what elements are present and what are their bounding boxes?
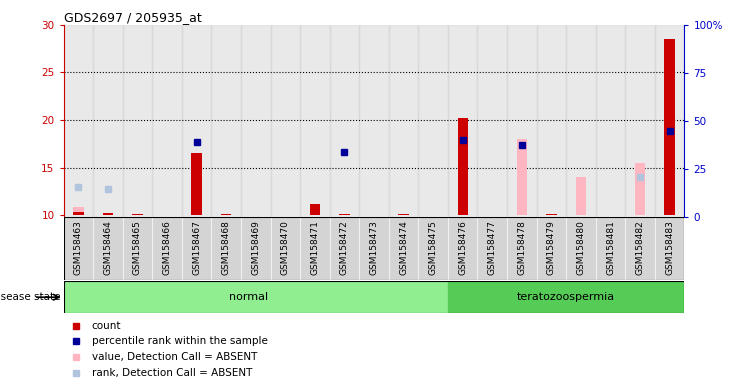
Bar	[212, 25, 241, 217]
Bar	[300, 25, 330, 217]
Bar	[389, 217, 418, 280]
FancyBboxPatch shape	[448, 281, 684, 313]
Text: GSM158466: GSM158466	[162, 220, 171, 275]
Bar	[536, 25, 566, 217]
Bar	[64, 25, 94, 217]
Bar	[212, 217, 241, 280]
Text: disease state: disease state	[0, 292, 64, 302]
Bar	[418, 25, 448, 217]
Text: percentile rank within the sample: percentile rank within the sample	[91, 336, 267, 346]
Text: normal: normal	[229, 292, 268, 302]
Text: GSM158472: GSM158472	[340, 220, 349, 275]
Bar	[300, 217, 330, 280]
Bar	[448, 25, 477, 217]
Bar	[418, 217, 448, 280]
Bar	[448, 217, 477, 280]
Bar	[153, 217, 182, 280]
Bar	[458, 118, 468, 215]
Bar	[359, 217, 389, 280]
Bar	[566, 217, 595, 280]
Bar	[576, 177, 586, 215]
Bar	[241, 217, 271, 280]
Bar	[507, 217, 536, 280]
Bar	[271, 25, 300, 217]
Bar	[94, 25, 123, 217]
Bar	[191, 153, 202, 215]
Bar	[310, 204, 320, 215]
Text: rank, Detection Call = ABSENT: rank, Detection Call = ABSENT	[91, 367, 252, 377]
Bar	[389, 25, 418, 217]
Bar	[94, 217, 123, 280]
Text: count: count	[91, 321, 121, 331]
Text: GSM158467: GSM158467	[192, 220, 201, 275]
Text: GDS2697 / 205935_at: GDS2697 / 205935_at	[64, 11, 201, 24]
Text: GSM158475: GSM158475	[429, 220, 438, 275]
Text: GSM158469: GSM158469	[251, 220, 260, 275]
Bar	[566, 25, 595, 217]
Bar	[546, 214, 557, 215]
Bar	[330, 25, 359, 217]
Bar	[64, 217, 94, 280]
Bar	[477, 217, 507, 280]
Bar	[241, 25, 271, 217]
Bar	[625, 217, 654, 280]
Text: GSM158476: GSM158476	[459, 220, 468, 275]
Text: GSM158482: GSM158482	[636, 220, 645, 275]
Text: GSM158478: GSM158478	[518, 220, 527, 275]
Bar	[153, 25, 182, 217]
Bar	[517, 139, 527, 215]
Text: GSM158464: GSM158464	[103, 220, 112, 275]
Bar	[102, 213, 113, 215]
Bar	[123, 25, 153, 217]
Text: teratozoospermia: teratozoospermia	[517, 292, 615, 302]
Bar	[359, 25, 389, 217]
Bar	[635, 163, 646, 215]
Bar	[654, 217, 684, 280]
Bar	[595, 25, 625, 217]
Bar	[271, 217, 300, 280]
Text: GSM158480: GSM158480	[577, 220, 586, 275]
Bar	[399, 214, 408, 215]
Bar	[221, 214, 231, 215]
Text: GSM158465: GSM158465	[133, 220, 142, 275]
Text: GSM158481: GSM158481	[606, 220, 615, 275]
Bar	[182, 217, 212, 280]
Bar	[654, 25, 684, 217]
Text: GSM158479: GSM158479	[547, 220, 556, 275]
Text: value, Detection Call = ABSENT: value, Detection Call = ABSENT	[91, 352, 257, 362]
Bar	[73, 207, 84, 215]
Text: GSM158471: GSM158471	[310, 220, 319, 275]
Bar	[477, 25, 507, 217]
FancyBboxPatch shape	[64, 281, 448, 313]
Bar	[132, 214, 143, 215]
Text: GSM158468: GSM158468	[221, 220, 230, 275]
Text: GSM158470: GSM158470	[280, 220, 289, 275]
Bar	[595, 217, 625, 280]
Text: GSM158463: GSM158463	[74, 220, 83, 275]
Bar	[73, 212, 84, 215]
Bar	[664, 39, 675, 215]
Bar	[330, 217, 359, 280]
Bar	[182, 25, 212, 217]
Bar	[340, 214, 349, 215]
Text: GSM158483: GSM158483	[665, 220, 674, 275]
Text: GSM158477: GSM158477	[488, 220, 497, 275]
Text: GSM158474: GSM158474	[399, 220, 408, 275]
Bar	[536, 217, 566, 280]
Bar	[664, 134, 675, 215]
Text: GSM158473: GSM158473	[370, 220, 378, 275]
Bar	[123, 217, 153, 280]
Bar	[507, 25, 536, 217]
Bar	[625, 25, 654, 217]
